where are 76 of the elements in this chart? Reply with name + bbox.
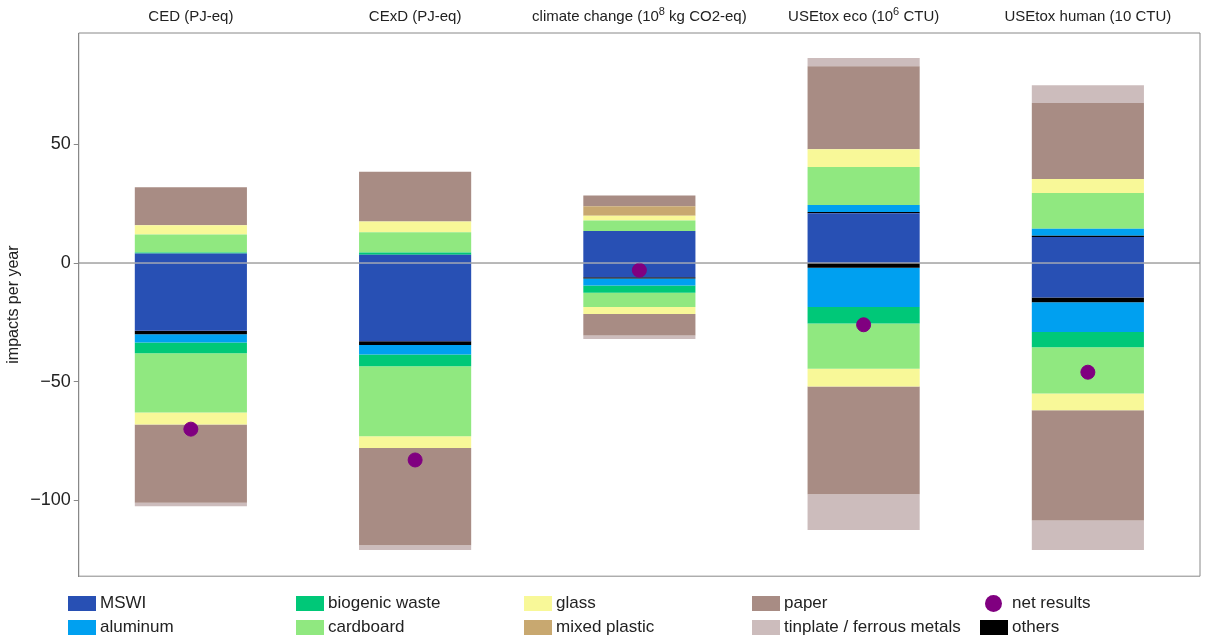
- legend-label: glass: [556, 593, 596, 613]
- y-tick-label: −50: [40, 370, 71, 391]
- bar: [359, 221, 472, 233]
- point: [183, 421, 199, 437]
- bar: [1031, 331, 1144, 348]
- bar: [1031, 178, 1144, 194]
- legend-label: aluminum: [100, 617, 174, 637]
- legend-label: mixed plastic: [556, 617, 655, 637]
- bar: [359, 545, 472, 551]
- bar: [359, 232, 472, 253]
- bar: [807, 149, 920, 168]
- bar: [359, 341, 472, 345]
- bar: [134, 334, 247, 343]
- x-tick-label: CExD (PJ-eq): [368, 7, 462, 24]
- legend-label: MSWI: [100, 593, 147, 613]
- bar: [359, 252, 472, 255]
- bar: [807, 267, 920, 307]
- bar: [807, 263, 920, 268]
- x-tick-label: CED (PJ-eq): [148, 7, 234, 24]
- bar: [807, 213, 920, 263]
- bar: [583, 335, 696, 339]
- bar: [1031, 302, 1144, 332]
- legend-label: others: [1012, 617, 1060, 637]
- bar: [134, 187, 247, 226]
- bar: [583, 285, 696, 293]
- bar: [583, 306, 696, 315]
- legend-label: cardboard: [328, 617, 405, 637]
- point: [856, 317, 872, 333]
- bar: [134, 424, 247, 503]
- bar: [359, 171, 472, 222]
- x-tick-label: USEtox human (10 CTU): [1004, 7, 1172, 24]
- bar: [134, 412, 247, 425]
- bar: [583, 292, 696, 307]
- bar: [134, 234, 247, 253]
- bar: [134, 342, 247, 354]
- bar: [583, 206, 696, 216]
- bar: [134, 225, 247, 235]
- bar: [807, 386, 920, 495]
- bar: [807, 306, 920, 324]
- bar: [134, 353, 247, 413]
- y-tick-label: 50: [50, 133, 71, 154]
- bar: [807, 323, 920, 369]
- bar: [1031, 393, 1144, 411]
- bar: [807, 494, 920, 530]
- bar: [1031, 85, 1144, 103]
- bar: [583, 278, 696, 286]
- y-tick-label: −100: [30, 489, 71, 510]
- legend-label: paper: [784, 593, 828, 613]
- bar: [583, 314, 696, 336]
- bar: [359, 344, 472, 355]
- bar: [1031, 347, 1144, 394]
- legend-label: biogenic waste: [328, 593, 441, 613]
- y-tick-label: 0: [60, 252, 71, 273]
- bar: [1031, 410, 1144, 521]
- bar: [807, 368, 920, 387]
- bar: [1031, 297, 1144, 303]
- bar: [1031, 102, 1144, 179]
- bar: [1031, 520, 1144, 551]
- legend-label: tinplate / ferrous metals: [784, 617, 961, 637]
- legend-label: net results: [1012, 593, 1091, 613]
- y-axis-title: impacts per year: [4, 244, 22, 364]
- bar: [359, 436, 472, 449]
- point: [407, 452, 423, 468]
- bar: [1031, 228, 1144, 236]
- bar: [1031, 193, 1144, 229]
- bar: [359, 448, 472, 546]
- point: [631, 262, 647, 278]
- bar: [807, 57, 920, 67]
- bar: [807, 204, 920, 213]
- bar: [583, 220, 696, 232]
- bar: [807, 66, 920, 150]
- point: [1080, 364, 1096, 380]
- bar: [583, 195, 696, 207]
- bar: [807, 167, 920, 205]
- bar: [359, 354, 472, 367]
- bar: [359, 366, 472, 437]
